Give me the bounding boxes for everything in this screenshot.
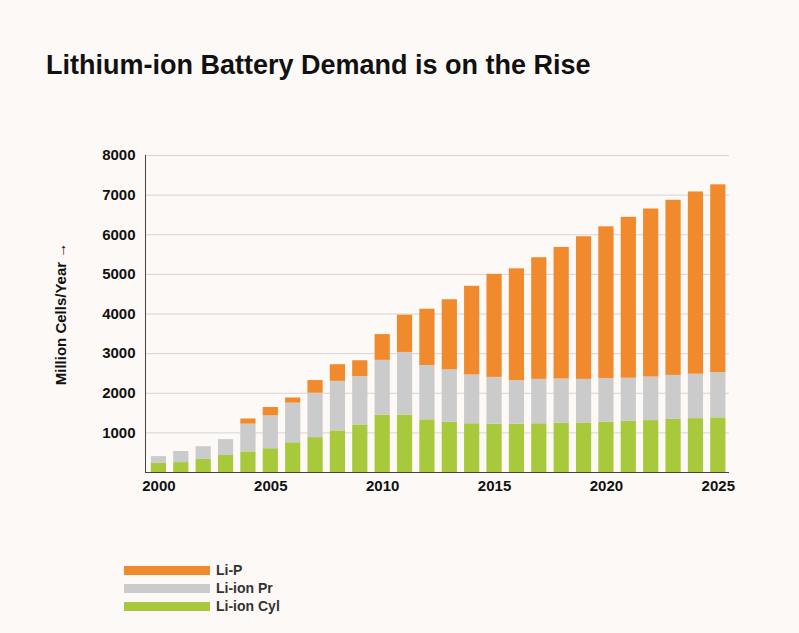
svg-text:8000: 8000 [102,146,135,163]
svg-text:4000: 4000 [102,305,135,322]
html-text:Lithium-ion Battery Demand is: Lithium-ion Battery Demand is on the Ris… [46,50,591,80]
svg-text:2010: 2010 [366,477,399,494]
svg-text:2000: 2000 [102,384,135,401]
svg-text:Million Cells/Year →: Million Cells/Year → [52,243,69,386]
svg-text:3000: 3000 [102,344,135,361]
svg-text:7000: 7000 [102,186,135,203]
svg-text:2020: 2020 [590,477,623,494]
svg-text:2025: 2025 [702,477,735,494]
svg-text:5000: 5000 [102,265,135,282]
svg-text:2000: 2000 [142,477,175,494]
html-text:Li-P: Li-P [216,562,243,578]
svg-text:2005: 2005 [254,477,287,494]
html-text:Li-ion Cyl: Li-ion Cyl [216,598,280,614]
svg-text:2015: 2015 [478,477,511,494]
svg-text:1000: 1000 [102,424,135,441]
html-text:Li-ion Pr: Li-ion Pr [216,580,273,596]
svg-text:6000: 6000 [102,226,135,243]
